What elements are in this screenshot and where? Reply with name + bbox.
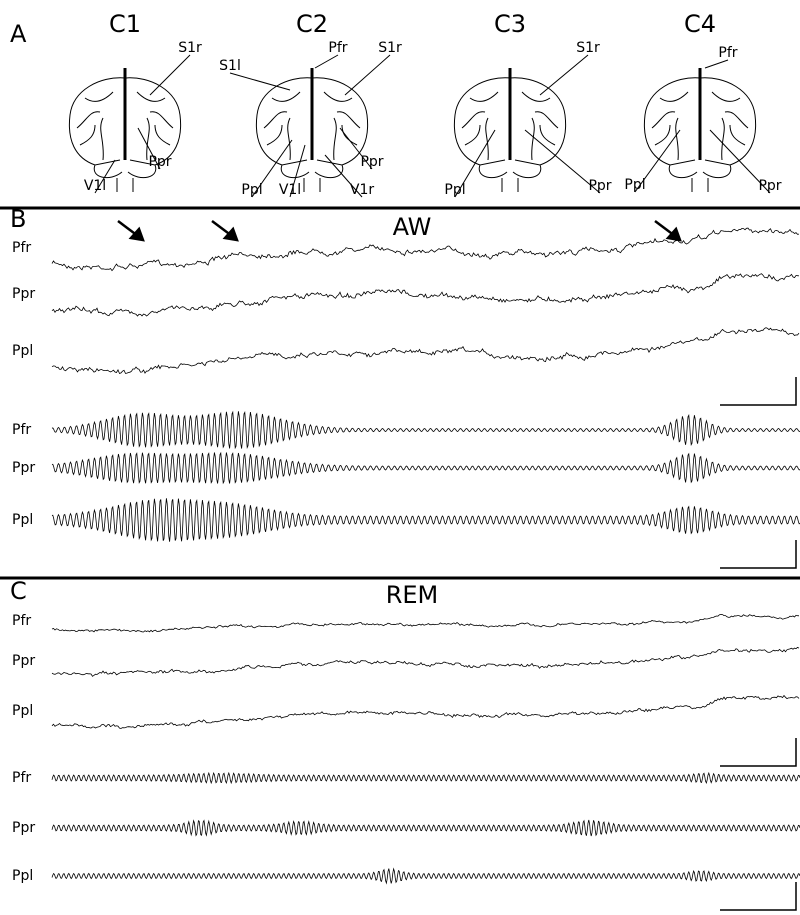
- raw-trace: [52, 647, 799, 676]
- brain-title: C4: [684, 10, 716, 38]
- condition-title: AW: [393, 213, 432, 241]
- leader-line: [345, 55, 390, 95]
- trace-label: Ppr: [12, 653, 35, 669]
- brain-title: C2: [296, 10, 328, 38]
- filtered-trace: [52, 498, 800, 541]
- brain-title: C1: [109, 10, 141, 38]
- electrode-label: Ppr: [758, 178, 781, 194]
- leader-line: [540, 55, 588, 95]
- electrode-label: Ppr: [588, 178, 611, 194]
- electrode-label: Ppr: [360, 154, 383, 170]
- trace-label: Ppl: [12, 868, 33, 884]
- electrode-label: S1l: [219, 58, 241, 74]
- electrode-label: Ppl: [624, 177, 645, 193]
- filtered-trace: [52, 453, 800, 484]
- electrode-label: Ppr: [148, 154, 171, 170]
- trace-label: Ppl: [12, 343, 33, 359]
- raw-trace: [52, 328, 799, 374]
- trace-label: Ppl: [12, 512, 33, 528]
- electrode-label: Pfr: [718, 45, 737, 61]
- condition-title: REM: [386, 581, 439, 609]
- figure: A B C AW REM C1S1rPprV1lC2PfrS1lS1rPprPp…: [0, 0, 800, 915]
- filtered-trace: [52, 773, 800, 783]
- filtered-trace: [52, 411, 800, 448]
- panel-label: A: [10, 20, 27, 48]
- electrode-label: Pfr: [328, 40, 347, 56]
- filtered-trace: [52, 869, 800, 884]
- filtered-trace: [52, 820, 800, 836]
- trace-label: Ppr: [12, 820, 35, 836]
- raw-trace: [52, 615, 799, 633]
- electrode-label: Ppl: [241, 182, 262, 198]
- electrode-label: V1l: [84, 178, 106, 194]
- trace-label: Ppr: [12, 460, 35, 476]
- scale-bar: [720, 377, 796, 405]
- panel-label: C: [10, 577, 27, 605]
- electrode-label: S1r: [576, 40, 600, 56]
- electrode-label: V1l: [279, 182, 301, 198]
- scale-bar: [720, 540, 796, 568]
- leader-line: [150, 55, 190, 95]
- raw-trace: [52, 696, 799, 729]
- electrode-label: S1r: [378, 40, 402, 56]
- leader-line: [705, 60, 728, 68]
- trace-label: Pfr: [12, 422, 31, 438]
- trace-label: Pfr: [12, 770, 31, 786]
- raw-trace: [52, 274, 799, 316]
- electrode-label: Ppl: [444, 182, 465, 198]
- brain-title: C3: [494, 10, 526, 38]
- trace-label: Pfr: [12, 613, 31, 629]
- electrode-label: S1r: [178, 40, 202, 56]
- leader-line: [230, 73, 290, 90]
- electrode-label: V1r: [350, 182, 374, 198]
- scale-bar: [720, 882, 796, 910]
- scale-bar: [720, 738, 796, 766]
- trace-label: Pfr: [12, 240, 31, 256]
- leader-line: [315, 55, 338, 68]
- trace-label: Ppr: [12, 286, 35, 302]
- panel-label: B: [10, 205, 26, 233]
- trace-label: Ppl: [12, 703, 33, 719]
